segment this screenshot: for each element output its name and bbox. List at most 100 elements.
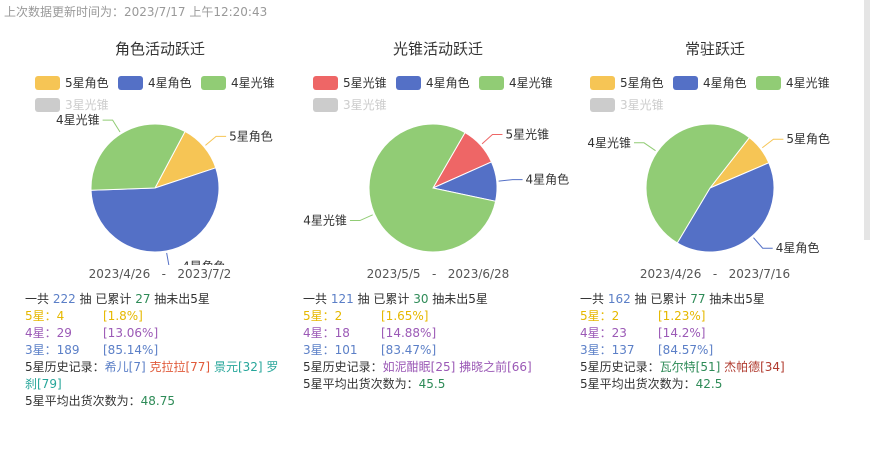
- legend-swatch: [590, 75, 615, 90]
- pie-label-line: [102, 119, 121, 133]
- legend-label: 5星角色: [620, 76, 664, 90]
- s3-count: 3星：189: [25, 343, 80, 357]
- pie-slice-4星光锥[interactable]: [90, 123, 186, 191]
- pie-slice-4星光锥[interactable]: [368, 123, 497, 253]
- legend-swatch: [673, 75, 698, 90]
- history-entry: 克拉拉[77]: [149, 360, 211, 374]
- history-entry: 景元[32]: [213, 360, 263, 374]
- s5-count: 5星：2: [303, 309, 343, 323]
- pie-label-line: [498, 179, 523, 182]
- pie-slice-4星角色[interactable]: [90, 167, 220, 253]
- legend-label: 3星光锥: [65, 98, 109, 112]
- s5-percent: [1.8%]: [103, 309, 143, 323]
- pie-label: 4星光锥: [56, 113, 100, 127]
- history-line: 5星历史记录：希儿[7] 克拉拉[77] 景元[32] 罗刹[79]: [25, 359, 290, 393]
- average-label: 5星平均出货次数为：: [25, 394, 141, 408]
- legend-label: 5星光锥: [343, 76, 387, 90]
- s5-count: 5星：2: [580, 309, 620, 323]
- legend-label: 4星光锥: [786, 76, 830, 90]
- pie-label-line: [761, 138, 784, 149]
- legend-item-4星光锥[interactable]: 4星光锥: [756, 74, 830, 91]
- legend-item-4星光锥[interactable]: 4星光锥: [479, 74, 553, 91]
- history-line: 5星历史记录：瓦尔特[51] 杰帕德[34]: [580, 359, 845, 376]
- pie-label: 4星角色: [526, 173, 570, 187]
- total-line: 一共 121 抽 已累计 30 抽未出5星: [303, 291, 568, 308]
- s3-count: 3星：101: [303, 343, 358, 357]
- pie-panel-2: 光锥活动跃迁 5星光锥 4星角色 4星光锥 3星光锥 5星光锥 4星角色 4星光锥 2023/5…: [303, 30, 573, 450]
- legend-label: 5星角色: [65, 76, 109, 90]
- total-prefix: 一共: [25, 292, 53, 306]
- legend-item-3星光锥[interactable]: 3星光锥: [35, 96, 109, 113]
- s4-percent: [14.88%]: [381, 326, 437, 340]
- s3-percent: [84.57%]: [658, 343, 714, 357]
- date-range: 2023/5/5 - 2023/6/28: [366, 267, 510, 281]
- legend-item-3星光锥[interactable]: 3星光锥: [590, 96, 664, 113]
- s3-stat-line: 3星：137 [84.57%]: [580, 342, 845, 359]
- pie-label: 4星光锥: [587, 136, 631, 150]
- legend-item-4星光锥[interactable]: 4星光锥: [201, 74, 275, 91]
- s5-stat-line: 5星：4 [1.8%]: [25, 308, 290, 325]
- pie-label: 5星角色: [786, 132, 830, 146]
- pie-chart: 5星角色 4星角色 4星光锥: [587, 123, 830, 255]
- legend-label: 3星光锥: [620, 98, 664, 112]
- s4-percent: [13.06%]: [103, 326, 159, 340]
- s4-percent: [14.2%]: [658, 326, 706, 340]
- pie-label-line: [205, 135, 227, 146]
- total-mid: 抽 已累计: [630, 292, 691, 306]
- stats-block: 一共 222 抽 已累计 27 抽未出5星 5星：4 [1.8%] 4星：29 [13.…: [25, 291, 290, 410]
- s3-stat-line: 3星：101 [83.47%]: [303, 342, 568, 359]
- history-entry: 希儿[7]: [104, 360, 146, 374]
- legend-item-5星角色[interactable]: 5星角色: [35, 74, 109, 91]
- average-line: 5星平均出货次数为：45.5: [303, 376, 568, 393]
- average-value: 48.75: [140, 394, 175, 408]
- total-count: 162: [607, 292, 631, 306]
- date-range: 2023/4/26 - 2023/7/16: [639, 267, 791, 281]
- history-entry: 杰帕德[34]: [724, 360, 785, 374]
- history-line: 5星历史记录：如泥酣眠[25] 拂晓之前[66]: [303, 359, 568, 376]
- pie-chart: 5星光锥 4星角色 4星光锥: [303, 123, 570, 253]
- legend-item-4星角色[interactable]: 4星角色: [673, 74, 747, 91]
- total-prefix: 一共: [580, 292, 608, 306]
- legend-swatch: [756, 75, 781, 90]
- history-label: 5星历史记录：: [580, 360, 660, 374]
- legend-item-4星角色[interactable]: 4星角色: [118, 74, 192, 91]
- legend-swatch: [201, 75, 226, 90]
- s5-count: 5星：4: [25, 309, 65, 323]
- total-suffix: 抽未出5星: [150, 292, 210, 306]
- pie-label: 4星角色: [182, 260, 226, 265]
- legend-label: 4星角色: [148, 76, 192, 90]
- s4-stat-line: 4星：29 [13.06%]: [25, 325, 290, 342]
- vertical-scrollbar[interactable]: [864, 0, 870, 240]
- legend-item-4星角色[interactable]: 4星角色: [396, 74, 470, 91]
- pity-count: 27: [135, 292, 151, 306]
- total-suffix: 抽未出5星: [705, 292, 765, 306]
- s4-stat-line: 4星：18 [14.88%]: [303, 325, 568, 342]
- legend-swatch: [590, 97, 615, 112]
- legend-item-5星光锥[interactable]: 5星光锥: [313, 74, 387, 91]
- legend-label: 4星光锥: [231, 76, 275, 90]
- pie-label-line: [349, 214, 373, 222]
- pie-label: 4星光锥: [303, 214, 347, 228]
- legend-label: 4星角色: [703, 76, 747, 90]
- pie-label: 4星角色: [776, 241, 820, 255]
- legend-item-3星光锥[interactable]: 3星光锥: [313, 96, 387, 113]
- s5-percent: [1.23%]: [658, 309, 706, 323]
- pie-label-line: [753, 237, 773, 249]
- legend-item-5星角色[interactable]: 5星角色: [590, 74, 664, 91]
- s3-percent: [85.14%]: [103, 343, 159, 357]
- total-line: 一共 162 抽 已累计 77 抽未出5星: [580, 291, 845, 308]
- pie-label-line: [166, 252, 170, 265]
- s4-count: 4星：23: [580, 326, 627, 340]
- pie-slice-4星角色[interactable]: [676, 162, 775, 253]
- date-range: 2023/4/26 - 2023/7/2: [88, 267, 232, 281]
- average-value: 45.5: [418, 377, 446, 391]
- pie-slice-4星光锥[interactable]: [645, 123, 751, 244]
- panel-title: 常驻跃迁: [684, 40, 745, 58]
- history-entry: 罗刹[79]: [25, 360, 279, 391]
- history-entry: 拂晓之前[66]: [459, 360, 532, 374]
- legend-swatch: [313, 97, 338, 112]
- average-line: 5星平均出货次数为：42.5: [580, 376, 845, 393]
- pie-chart: 5星角色 4星角色 4星光锥: [56, 113, 273, 265]
- s4-stat-line: 4星：23 [14.2%]: [580, 325, 845, 342]
- history-label: 5星历史记录：: [25, 360, 105, 374]
